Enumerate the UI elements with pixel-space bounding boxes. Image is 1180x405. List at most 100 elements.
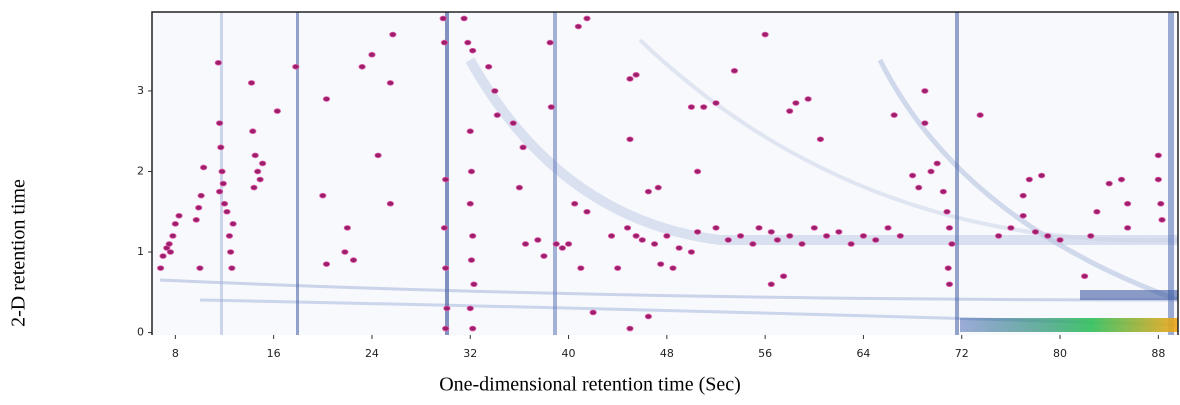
x-axis-label: One-dimensional retention time (Sec)	[439, 374, 741, 396]
peak-marker	[552, 241, 560, 247]
peak-marker	[847, 241, 855, 247]
peak-marker	[724, 237, 732, 243]
peak-marker	[890, 112, 898, 118]
peak-marker	[200, 164, 208, 171]
peak-marker	[859, 233, 868, 239]
peak-marker	[577, 265, 585, 271]
peak-marker	[349, 257, 358, 263]
peak-marker	[534, 237, 542, 243]
y-tick-label: 1	[137, 245, 144, 258]
peak-marker	[521, 241, 530, 247]
peak-marker	[712, 100, 720, 106]
peak-marker	[1124, 225, 1132, 231]
peak-marker	[546, 39, 554, 46]
peak-marker	[755, 225, 763, 231]
peak-marker	[933, 160, 941, 167]
peak-marker	[258, 160, 267, 167]
peak-marker	[171, 221, 179, 227]
peak-marker	[571, 200, 579, 207]
peak-marker	[1117, 176, 1126, 183]
peak-marker	[469, 233, 477, 239]
peak-marker	[322, 261, 331, 267]
peak-marker	[467, 257, 476, 263]
peak-marker	[687, 249, 696, 255]
peak-marker	[1019, 192, 1027, 199]
peak-marker	[1093, 208, 1101, 215]
peak-marker	[469, 47, 477, 54]
x-tick-label: 8	[172, 347, 179, 360]
peak-marker	[749, 241, 757, 247]
peak-marker	[1087, 233, 1095, 239]
peak-marker	[386, 80, 394, 86]
peak-marker	[466, 128, 474, 135]
x-tick-label: 56	[758, 347, 772, 360]
peak-marker	[215, 120, 224, 126]
points	[157, 15, 1166, 332]
peak-marker	[440, 39, 449, 46]
peak-marker	[251, 152, 259, 159]
peak-marker	[644, 188, 653, 195]
peak-marker	[469, 325, 477, 332]
y-tick-label: 3	[137, 84, 144, 97]
peak-marker	[519, 144, 527, 151]
peak-marker	[786, 108, 794, 114]
peak-marker	[773, 237, 782, 243]
peak-marker	[322, 96, 331, 102]
peak-marker	[767, 229, 775, 235]
peak-marker	[644, 313, 653, 320]
peak-marker	[995, 233, 1003, 239]
peak-marker	[386, 200, 394, 207]
peak-marker	[632, 72, 640, 78]
peak-marker	[948, 241, 956, 247]
peak-marker	[943, 208, 951, 215]
peak-marker	[1124, 200, 1132, 207]
peak-marker	[1007, 225, 1015, 231]
peak-marker	[214, 59, 222, 66]
peak-marker	[927, 168, 935, 175]
peak-marker	[558, 245, 567, 251]
plot-frame	[151, 11, 1179, 335]
peak-marker	[175, 212, 183, 219]
peak-marker	[607, 233, 616, 239]
peak-marker	[810, 225, 818, 231]
y-axis-label: 2-D retention time	[8, 179, 30, 327]
x-tick-label: 64	[856, 347, 870, 360]
peak-marker	[1154, 176, 1162, 183]
peak-marker	[273, 108, 281, 114]
peak-marker	[626, 76, 634, 82]
peak-marker	[195, 204, 203, 211]
peak-marker	[1025, 176, 1033, 183]
peak-marker	[157, 265, 165, 271]
peak-marker	[945, 225, 954, 231]
peak-marker	[219, 180, 227, 187]
peak-marker	[254, 168, 262, 175]
peak-marker	[915, 184, 923, 191]
peak-marker	[1019, 212, 1027, 219]
peak-marker	[736, 233, 745, 239]
peak-marker	[389, 31, 397, 38]
peak-marker	[626, 325, 634, 332]
peak-marker	[1158, 217, 1166, 223]
peak-marker	[341, 249, 349, 255]
peak-marker	[223, 208, 231, 215]
peak-marker	[638, 237, 646, 243]
peak-marker	[632, 233, 640, 239]
peak-marker	[292, 63, 300, 70]
peak-marker	[712, 225, 720, 231]
x-tick-label: 32	[463, 347, 477, 360]
peak-marker	[515, 184, 523, 191]
plot-background	[152, 12, 1179, 335]
x-tick-label: 80	[1053, 347, 1067, 360]
peak-marker	[540, 253, 548, 259]
peak-marker	[657, 261, 665, 267]
peak-marker	[1157, 200, 1165, 207]
y-tick-label: 2	[137, 164, 144, 177]
peak-marker	[687, 104, 696, 110]
peak-marker	[368, 51, 376, 58]
peak-marker	[835, 229, 843, 235]
peak-marker	[491, 88, 499, 94]
peak-marker	[197, 192, 205, 199]
peak-marker	[227, 249, 235, 255]
peak-marker	[675, 245, 683, 251]
peak-marker	[767, 281, 775, 288]
